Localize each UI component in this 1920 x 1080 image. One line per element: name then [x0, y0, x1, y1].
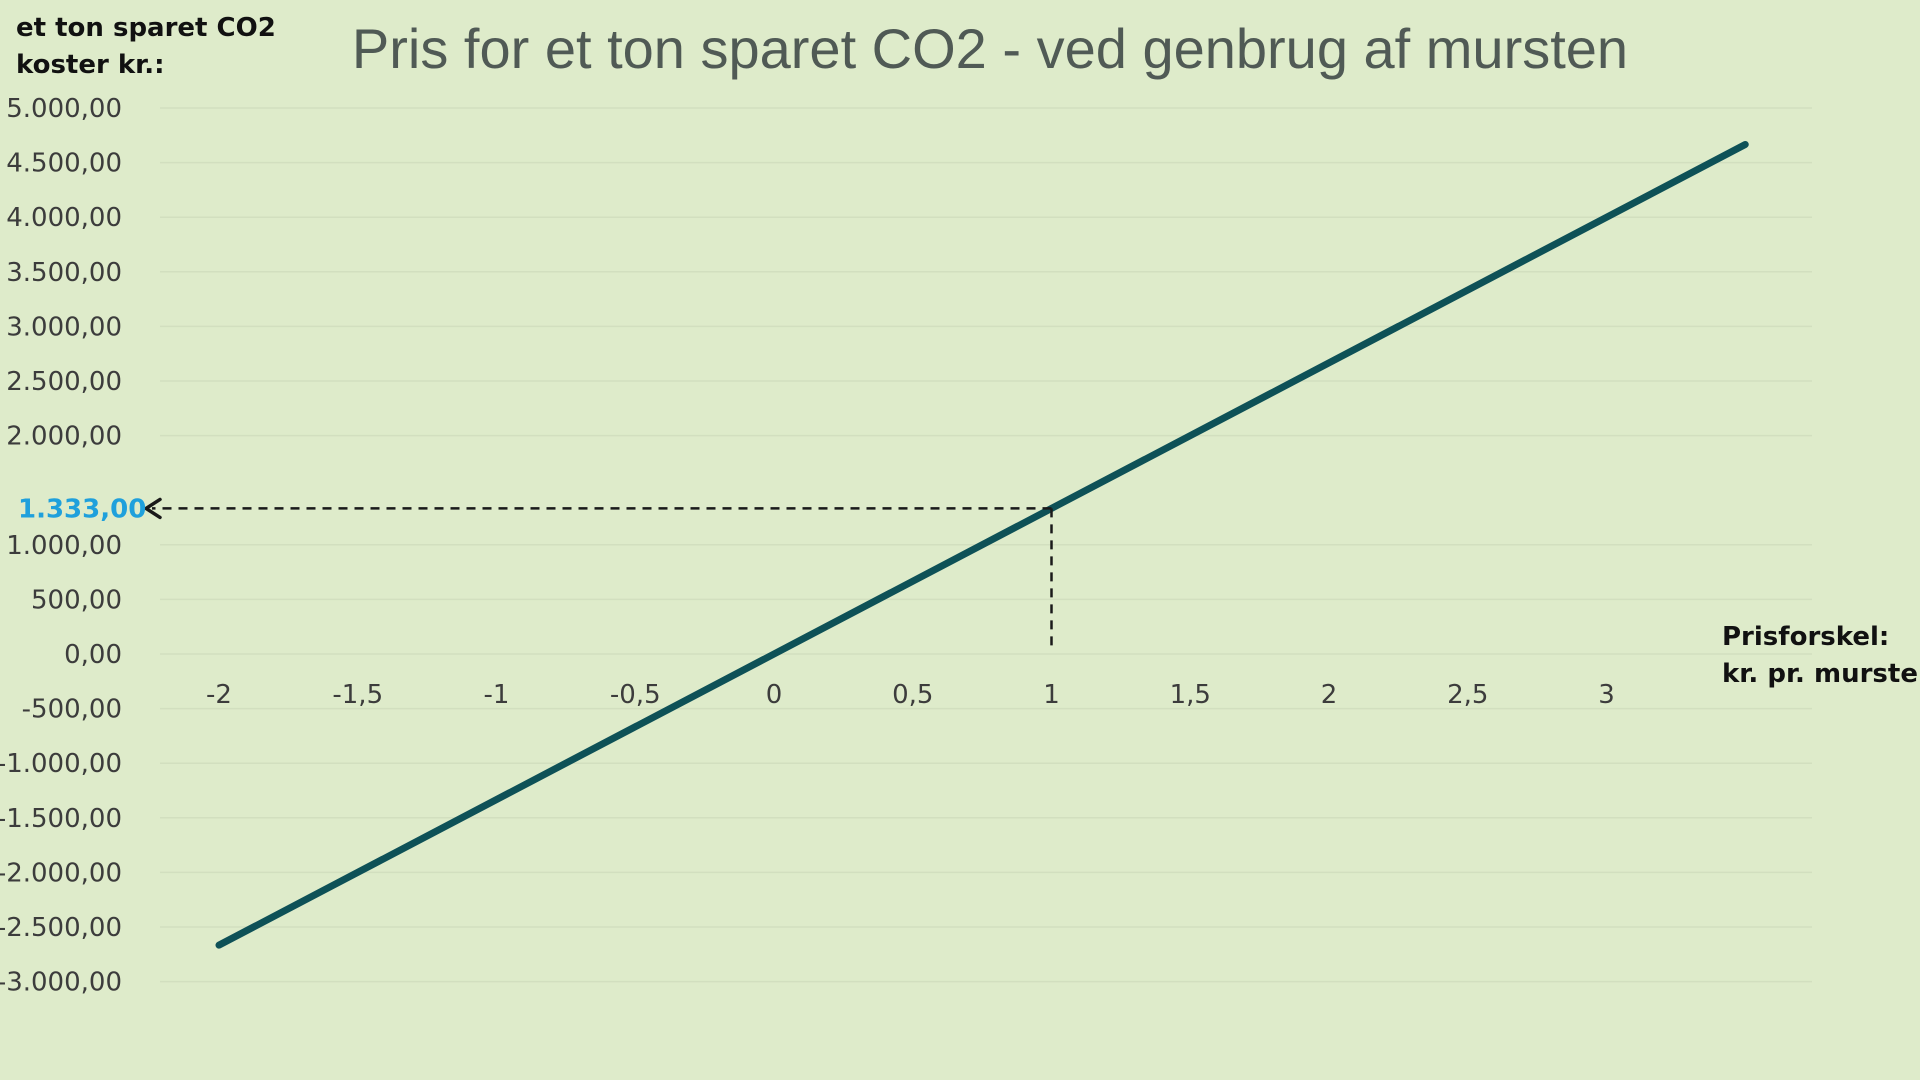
x-tick-label: 0 [766, 680, 783, 710]
y-tick-label: -1.500,00 [0, 804, 122, 834]
y-tick-label: 5.000,00 [6, 94, 122, 124]
x-tick-label: -1 [484, 680, 510, 710]
y-tick-label: 2.000,00 [6, 422, 122, 452]
y-tick-labels: 5.000,00 4.500,00 4.000,00 3.500,00 3.000,00… [0, 94, 122, 998]
y-tick-label: 3.000,00 [6, 312, 122, 342]
x-tick-labels: -2 -1,5 -1 -0,5 0 0,5 1 1,5 2 2,5 3 [206, 680, 1615, 710]
annotation-arrowhead [144, 497, 162, 520]
y-tick-label: 4.000,00 [6, 203, 122, 233]
series-layer [215, 140, 1749, 949]
x-tick-label: 2 [1321, 680, 1338, 710]
y-tick-label: 2.500,00 [6, 367, 122, 397]
x-tick-label: -1,5 [332, 680, 383, 710]
y-axis-label-line-2: koster kr.: [16, 50, 165, 80]
x-tick-label: -0,5 [610, 680, 661, 710]
x-axis-label-line-1: Prisforskel: [1722, 622, 1889, 652]
x-axis-label-line-2: kr. pr. mursten [1722, 659, 1920, 689]
y-tick-label: 0,00 [64, 640, 122, 670]
y-tick-label: 4.500,00 [6, 149, 122, 179]
x-tick-label: 1,5 [1170, 680, 1211, 710]
chart-title: Pris for et ton sparet CO2 - ved genbrug… [352, 17, 1628, 80]
y-tick-label: -2.000,00 [0, 858, 122, 888]
y-tick-label: 500,00 [31, 585, 122, 615]
annotation-value-label: 1.333,00 [18, 494, 146, 524]
x-tick-label: 0,5 [892, 680, 933, 710]
x-tick-label: 3 [1598, 680, 1615, 710]
x-tick-label: 1 [1043, 680, 1060, 710]
y-axis-label-line-1: et ton sparet CO2 [16, 13, 276, 43]
y-tick-label: 3.500,00 [6, 258, 122, 288]
y-tick-label: -1.000,00 [0, 749, 122, 779]
y-tick-label: 1.000,00 [6, 531, 122, 561]
x-tick-label: 2,5 [1447, 680, 1488, 710]
annotation-layer: 1.333,00 [18, 494, 1053, 652]
y-tick-label: -2.500,00 [0, 913, 122, 943]
gridlines [160, 107, 1812, 983]
y-tick-label: -500,00 [22, 695, 122, 725]
x-tick-label: -2 [206, 680, 232, 710]
y-tick-label: -3.000,00 [0, 968, 122, 998]
series-line [215, 140, 1749, 949]
